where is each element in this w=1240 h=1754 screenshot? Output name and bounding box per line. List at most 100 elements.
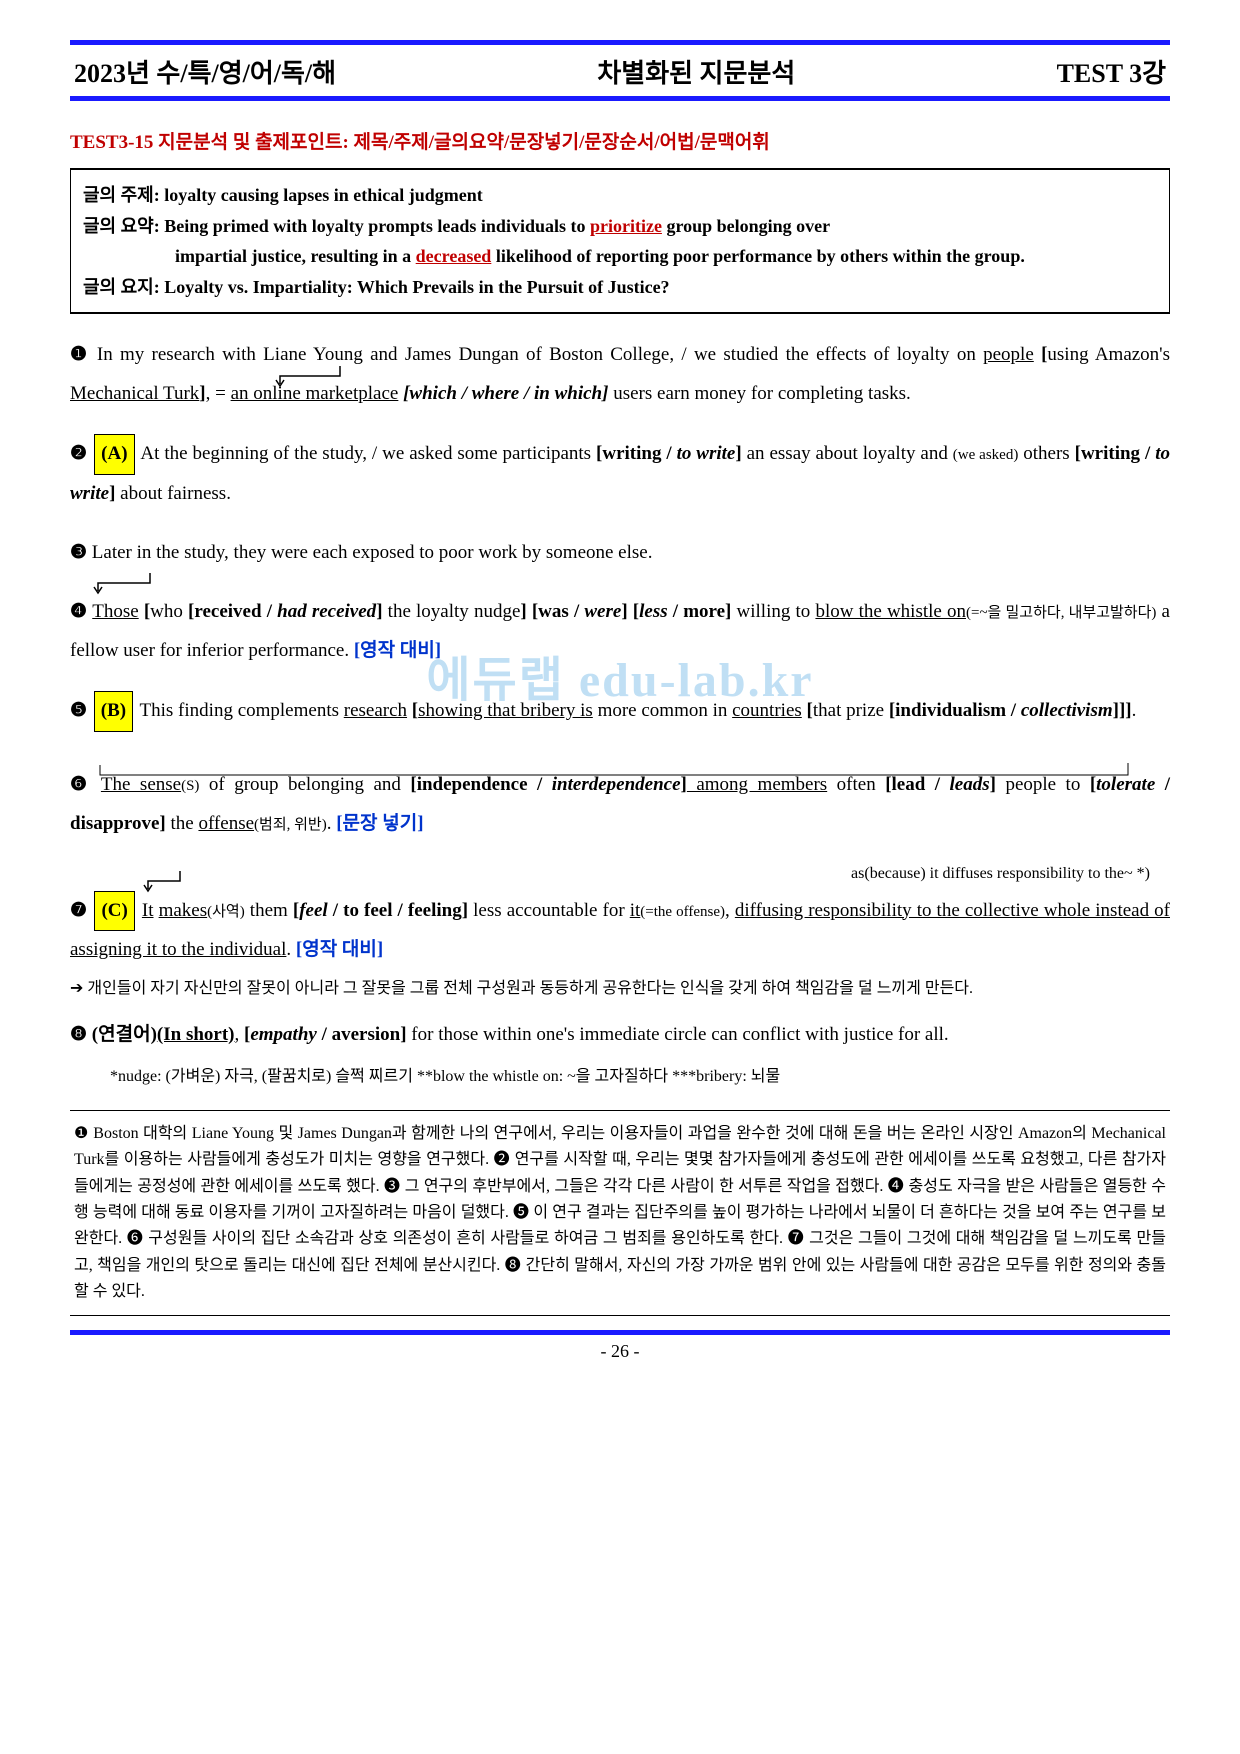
header-right: TEST 3강 — [1057, 53, 1166, 90]
box-b: (B) — [94, 691, 133, 732]
p8b0: (연결어) — [92, 1024, 157, 1045]
num-4: ❹ — [70, 601, 87, 622]
p5bi1: collectivism — [1021, 700, 1113, 721]
box-c: (C) — [94, 891, 134, 932]
p7t5: , — [725, 900, 735, 921]
p5t1: This finding complements — [135, 700, 344, 721]
para-5: ❺ (B) This finding complements research … — [70, 691, 1170, 732]
p2bi1: to write — [677, 443, 736, 464]
p6t3: among members — [687, 774, 827, 795]
p8bi1: empathy — [250, 1024, 317, 1045]
p7t6: . — [286, 939, 296, 960]
info-gist: 글의 요지: Loyalty vs. Impartiality: Which P… — [83, 272, 1157, 303]
header-center: 차별화된 지문분석 — [597, 53, 795, 90]
p8u1: (In short) — [157, 1024, 235, 1045]
p4b2: [received / — [188, 601, 277, 622]
p7u1: It — [142, 900, 154, 921]
p6t2: of group belonging and — [199, 774, 410, 795]
p6t1 — [92, 774, 101, 795]
num-5: ❺ — [70, 700, 87, 721]
p1t1: In my research with Liane Young and Jame… — [90, 344, 984, 365]
p2t3: others — [1018, 443, 1074, 464]
top-rule — [70, 40, 1170, 45]
p6t6: the — [166, 813, 199, 834]
info-box: 글의 주제: loyalty causing lapses in ethical… — [70, 168, 1170, 314]
para-4: ❹ Those [who [received / had received] t… — [70, 593, 1170, 671]
para-8: ❽ (연결어)(In short), [empathy / aversion] … — [70, 1016, 1170, 1055]
box-a: (A) — [94, 434, 134, 475]
p6k2: (범죄, 위반) — [254, 817, 327, 833]
num-7: ❼ — [70, 900, 87, 921]
p5b4: ]]] — [1113, 700, 1132, 721]
p4b4: ] — [520, 601, 526, 622]
p8t2: , — [235, 1024, 245, 1045]
p2t4: about fairness. — [115, 483, 231, 504]
p4b8: / more] — [668, 601, 732, 622]
summary-label: 글의 요약: — [83, 216, 160, 236]
p6t5: people to — [996, 774, 1090, 795]
body: ❶ In my research with Liane Young and Ja… — [70, 336, 1170, 1093]
p6t7: . — [327, 813, 337, 834]
arrow-icon — [270, 364, 350, 388]
topic-label: 글의 주제: — [83, 185, 160, 205]
s3: impartial justice, resulting in a — [175, 246, 416, 266]
p7t3: them — [245, 900, 293, 921]
p5u3: countries — [732, 700, 802, 721]
header-left: 2023년 수/특/영/어/독/해 — [74, 53, 336, 90]
p1t4: using Amazon's — [1047, 344, 1170, 365]
p4tag: [영작 대비] — [354, 640, 441, 661]
p1t5: Mechanical Turk — [70, 383, 199, 404]
p4b5: [was / — [532, 601, 585, 622]
p6t4: often — [827, 774, 885, 795]
info-summary: 글의 요약: Being primed with loyalty prompts… — [83, 211, 1157, 242]
p6b3: [lead / — [885, 774, 949, 795]
translation-box: ❶ Boston 대학의 Liane Young 및 James Dungan과… — [70, 1110, 1170, 1317]
p1t9: users earn money for completing tasks. — [608, 383, 910, 404]
p7tag: [영작 대비] — [296, 939, 383, 960]
p2t2: an essay about loyalty and — [742, 443, 953, 464]
p2b3: [writing / — [1075, 443, 1156, 464]
arrow-icon — [90, 571, 160, 595]
p8b2: / aversion] — [317, 1024, 407, 1045]
num-1: ❶ — [70, 344, 90, 365]
p7t4: less accountable for — [468, 900, 630, 921]
topic-text: loyalty causing lapses in ethical judgme… — [160, 185, 483, 205]
p4u1: Those — [92, 601, 138, 622]
p5t5: that prize — [813, 700, 889, 721]
p6bi2: leads — [950, 774, 990, 795]
header-underline — [70, 96, 1170, 101]
arrow-icon — [140, 869, 190, 893]
p7bi1: feel — [299, 900, 327, 921]
s1: Being primed with loyalty prompts leads … — [160, 216, 590, 236]
p5u2: showing that bribery is — [418, 700, 593, 721]
section-title: TEST3-15 지문분석 및 출제포인트: 제목/주제/글의요약/문장넣기/문… — [70, 127, 1170, 154]
p4t3: who — [150, 601, 188, 622]
p6tag: [문장 넣기] — [336, 813, 423, 834]
p4t7: willing to — [731, 601, 815, 622]
para-6: ❻ The sense(S) of group belonging and [i… — [70, 766, 1170, 844]
p2t1: At the beginning of the study, / we aske… — [137, 443, 596, 464]
p1t3 — [1034, 344, 1041, 365]
p4t4: the loyalty nudge — [383, 601, 521, 622]
p6b1: [independence / — [410, 774, 551, 795]
info-topic: 글의 주제: loyalty causing lapses in ethical… — [83, 180, 1157, 211]
num-2: ❷ — [70, 443, 87, 464]
s-u1: prioritize — [590, 216, 662, 236]
p1b3: [which / where / in which] — [403, 383, 608, 404]
p4k1: (=~을 밀고하다, 내부고발하다) — [966, 605, 1156, 621]
p7u2: makes — [159, 900, 208, 921]
p7k1: (사역) — [207, 904, 245, 920]
num-3: ❸ — [70, 542, 87, 563]
p4bi1: had received — [277, 601, 376, 622]
p7-note: as(because) it diffuses responsibility t… — [70, 858, 1170, 891]
para-1: ❶ In my research with Liane Young and Ja… — [70, 336, 1170, 414]
s2: group belonging over — [662, 216, 830, 236]
p7k2: (=the offense) — [640, 904, 725, 920]
p1t2: people — [983, 344, 1034, 365]
p4b6: ] — [621, 601, 627, 622]
page-number: - 26 - — [70, 1341, 1170, 1362]
p2b1: [writing / — [596, 443, 677, 464]
p5u1: research — [344, 700, 407, 721]
p7-arrow-note: ➔ 개인들이 자기 자신만의 잘못이 아니라 그 잘못을 그룹 전체 구성원과 … — [70, 976, 1170, 1002]
num-6: ❻ — [70, 774, 92, 795]
